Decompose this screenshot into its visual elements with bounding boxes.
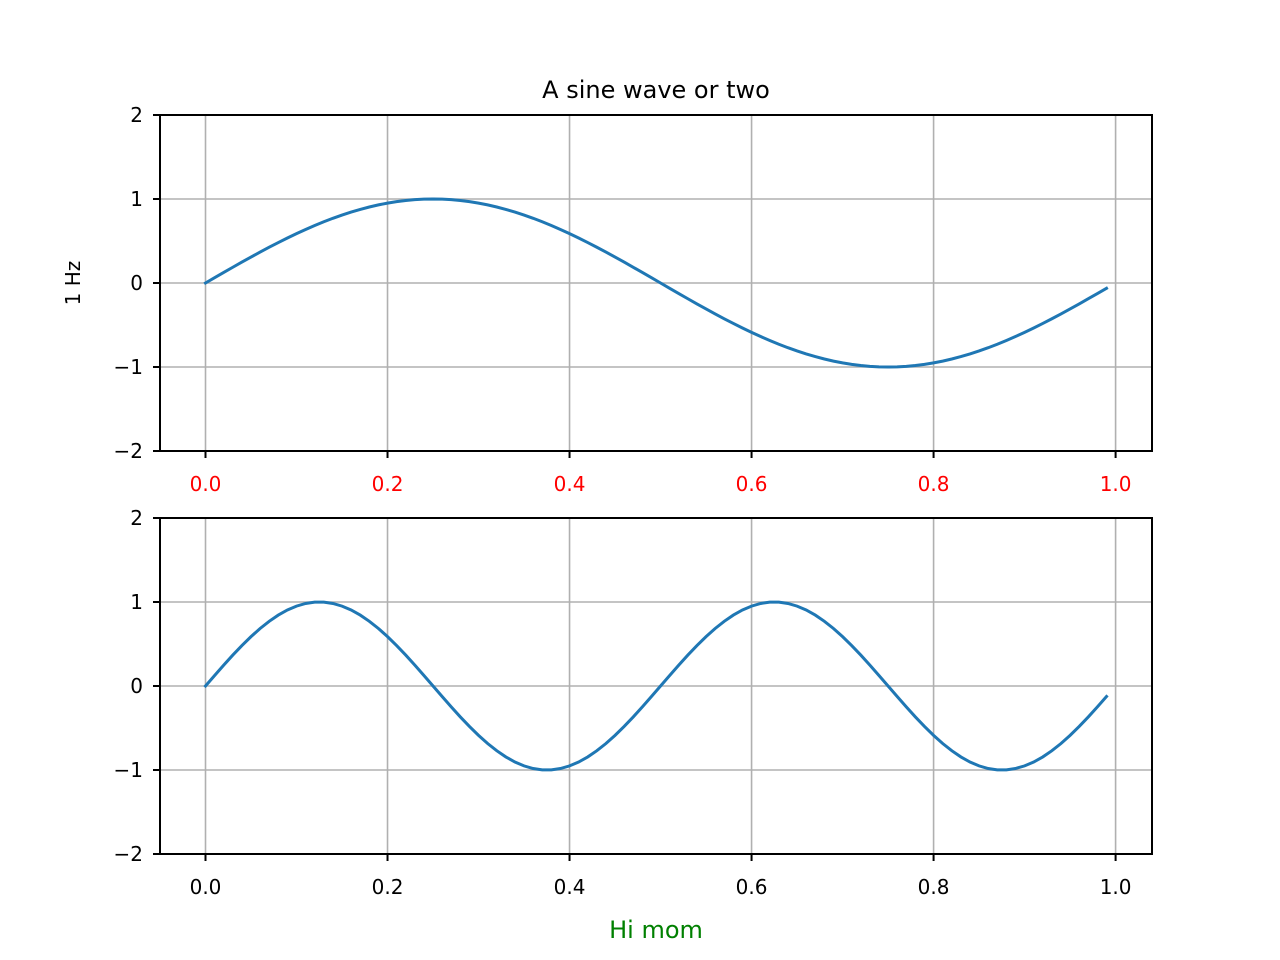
x-tick-label: 1.0 xyxy=(1100,472,1132,496)
y-tick-label: −1 xyxy=(114,758,143,782)
y-tick-label: 1 xyxy=(130,187,143,211)
x-tick-label: 0.2 xyxy=(372,472,404,496)
bottom-subplot: 0.0 0.2 0.4 0.6 0.8 1.0 −2 −1 0 1 2 Hi mom xyxy=(114,506,1153,944)
y-tick-label: 0 xyxy=(130,271,143,295)
top-grid xyxy=(160,114,1152,452)
bottom-y-ticks: −2 −1 0 1 2 xyxy=(114,506,160,866)
bottom-x-axis-label: Hi mom xyxy=(609,916,703,944)
x-tick-label: 0.0 xyxy=(190,875,222,899)
top-y-ticks: −2 −1 0 1 2 xyxy=(114,103,160,463)
y-tick-label: 0 xyxy=(130,674,143,698)
chart-title: A sine wave or two xyxy=(542,76,770,104)
y-tick-label: −2 xyxy=(114,439,143,463)
x-tick-label: 0.0 xyxy=(190,472,222,496)
y-tick-label: 2 xyxy=(130,506,143,530)
x-tick-label: 0.6 xyxy=(736,472,768,496)
y-tick-label: −2 xyxy=(114,842,143,866)
x-tick-label: 0.8 xyxy=(918,472,950,496)
y-tick-label: −1 xyxy=(114,355,143,379)
x-tick-label: 0.2 xyxy=(372,875,404,899)
x-tick-label: 0.8 xyxy=(918,875,950,899)
top-y-axis-label: 1 Hz xyxy=(61,261,85,306)
x-tick-label: 0.6 xyxy=(736,875,768,899)
x-tick-label: 1.0 xyxy=(1100,875,1132,899)
y-tick-label: 2 xyxy=(130,103,143,127)
top-subplot: 0.0 0.2 0.4 0.6 0.8 1.0 −2 −1 0 1 2 1 Hz xyxy=(61,103,1153,496)
x-tick-label: 0.4 xyxy=(554,472,586,496)
bottom-x-ticks: 0.0 0.2 0.4 0.6 0.8 1.0 xyxy=(190,854,1132,899)
y-tick-label: 1 xyxy=(130,590,143,614)
top-sine-line-1hz xyxy=(203,197,1109,369)
x-tick-label: 0.4 xyxy=(554,875,586,899)
bottom-sine-line-2hz xyxy=(203,600,1109,772)
top-x-ticks: 0.0 0.2 0.4 0.6 0.8 1.0 xyxy=(190,451,1132,496)
bottom-grid xyxy=(160,517,1152,855)
